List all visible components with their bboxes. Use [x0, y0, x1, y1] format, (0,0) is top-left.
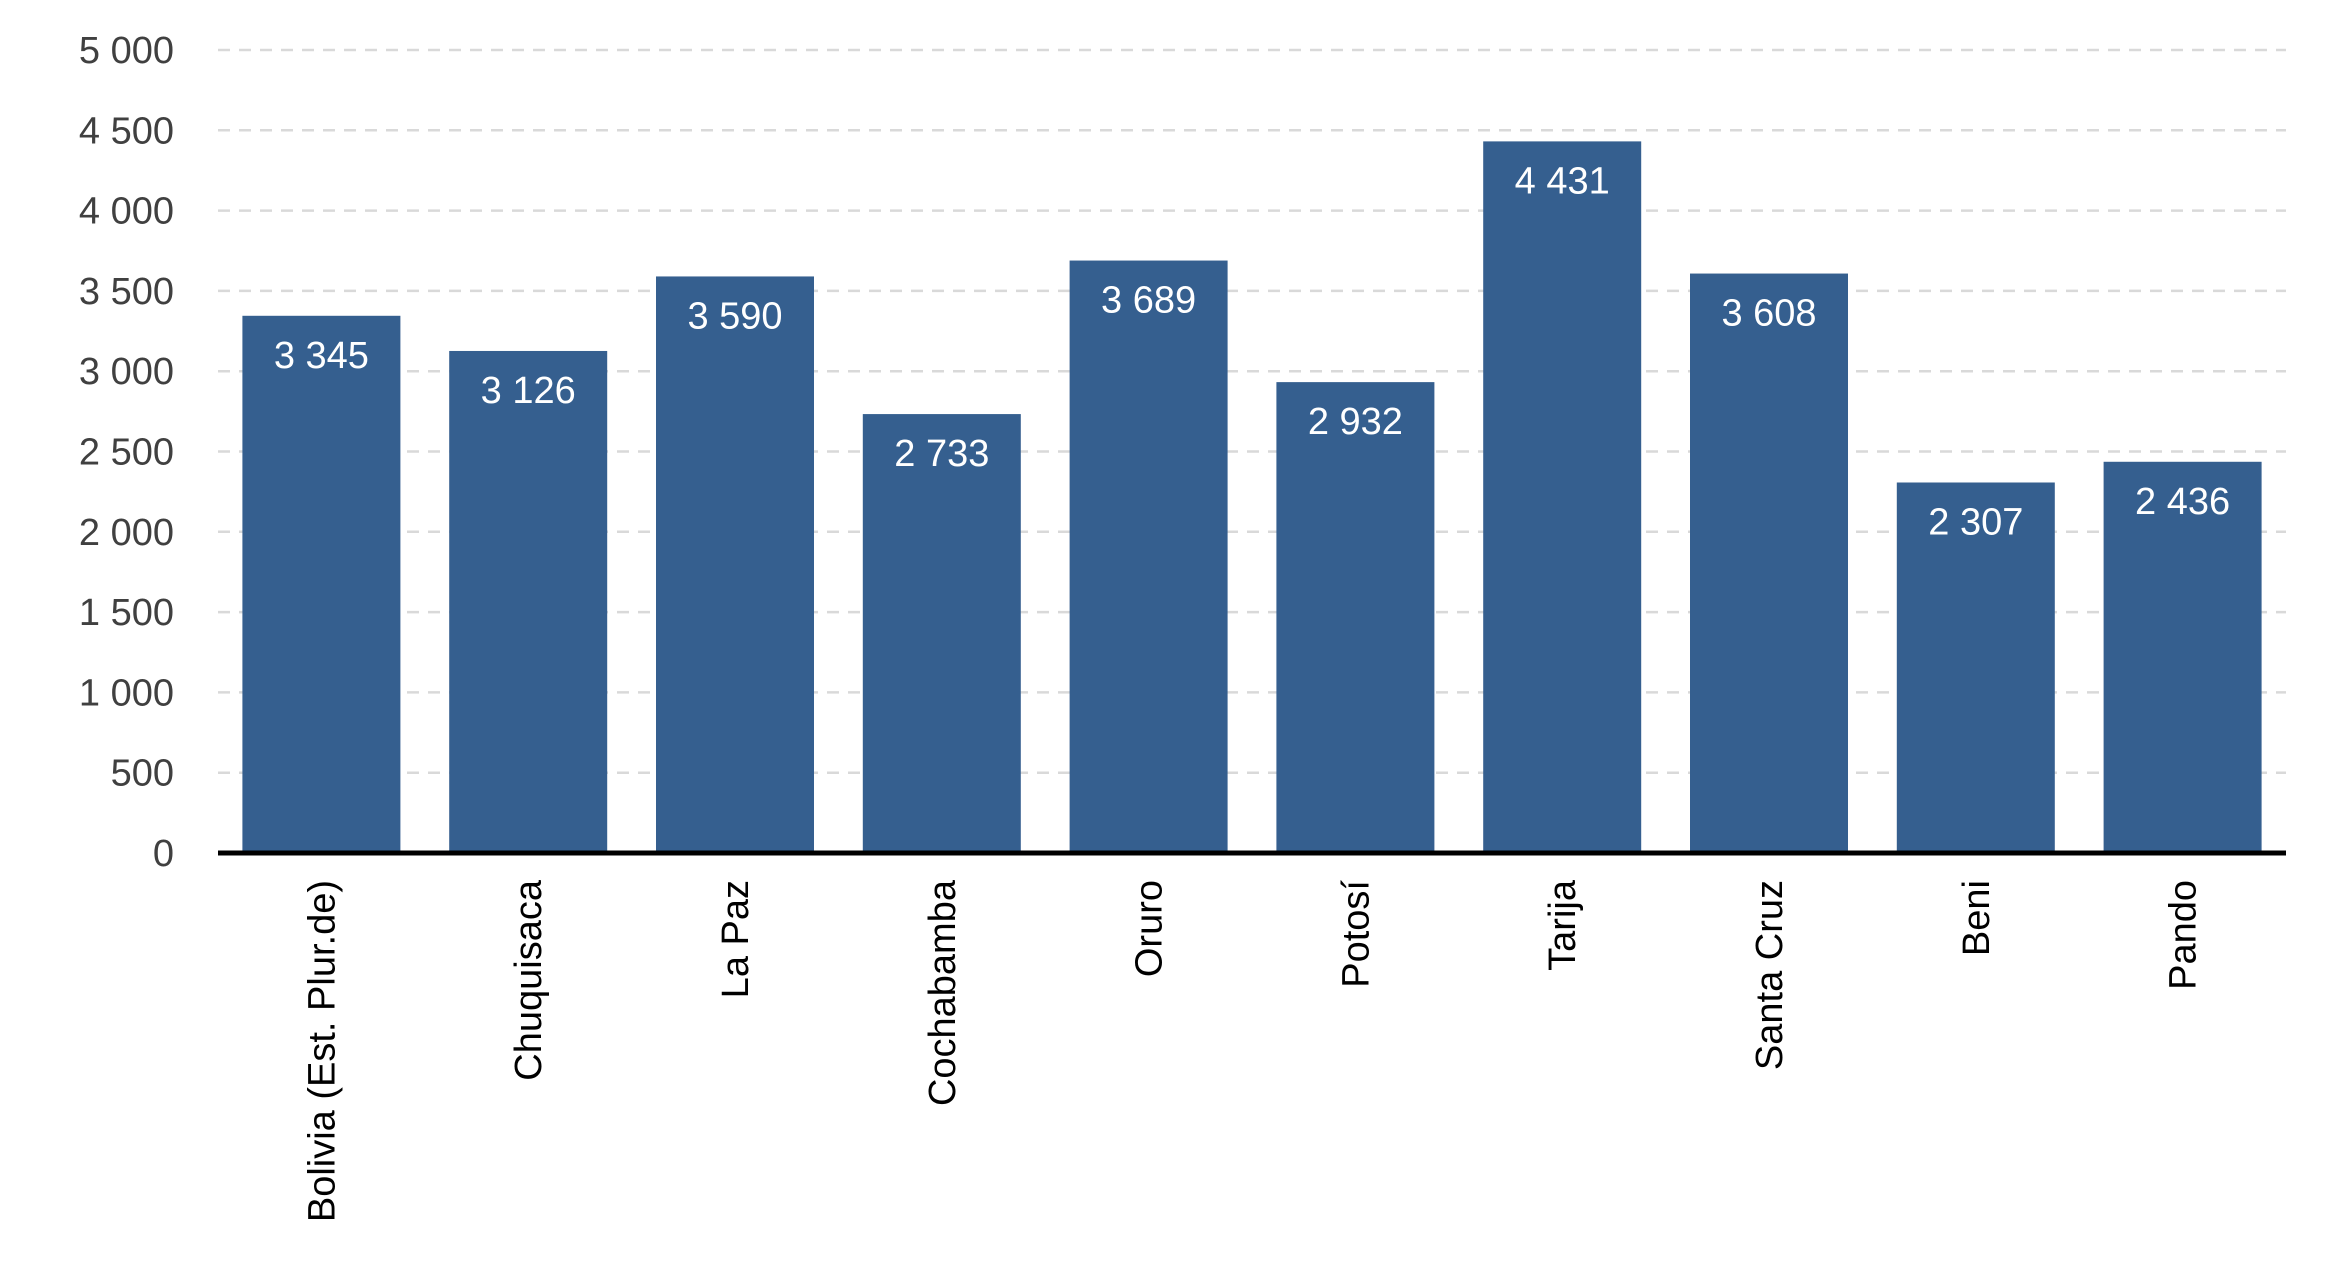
- data-label: 3 689: [1101, 280, 1196, 322]
- y-tick-label: 5 000: [79, 30, 174, 72]
- y-tick-label: 2 000: [79, 512, 174, 554]
- bar: [1483, 141, 1642, 853]
- data-label: 2 932: [1308, 401, 1403, 443]
- category-label: La Paz: [715, 880, 757, 998]
- category-label: Oruro: [1129, 880, 1171, 977]
- bar: [242, 315, 401, 854]
- y-tick-label: 2 500: [79, 432, 174, 474]
- category-label: Beni: [1956, 880, 1998, 956]
- y-tick-label: 1 000: [79, 672, 174, 714]
- bar: [1690, 273, 1848, 854]
- data-label: 2 436: [2135, 481, 2230, 523]
- bar: [1896, 482, 2055, 853]
- data-label: 2 733: [894, 433, 989, 475]
- bar: [449, 350, 608, 853]
- y-tick-label: 3 000: [79, 351, 174, 393]
- category-label: Santa Cruz: [1749, 880, 1791, 1070]
- category-label: Chuquisaca: [508, 879, 550, 1081]
- y-tick-label: 0: [153, 833, 174, 875]
- y-tick-label: 3 500: [79, 271, 174, 313]
- data-label: 3 608: [1721, 293, 1816, 335]
- data-label: 3 345: [274, 335, 369, 377]
- y-tick-label: 4 000: [79, 191, 174, 233]
- category-label: Cochabamba: [922, 879, 964, 1106]
- bar: [862, 414, 1021, 853]
- y-tick-label: 1 500: [79, 592, 174, 634]
- bar: [1069, 260, 1228, 853]
- bars: [242, 141, 2262, 854]
- bar: [1276, 382, 1435, 853]
- y-tick-label: 500: [111, 753, 174, 795]
- category-label: Tarija: [1542, 879, 1584, 971]
- labels: 0 500 1 000 1 500 2 000 2 500 3 000 3 500 4 000 4…: [79, 30, 2230, 1222]
- data-label: 3 126: [481, 370, 576, 412]
- bar: [2103, 461, 2262, 853]
- data-label: 2 307: [1928, 501, 2023, 543]
- data-label: 3 590: [687, 295, 782, 337]
- y-tick-label: 4 500: [79, 110, 174, 152]
- category-label: Pando: [2163, 880, 2205, 990]
- data-label: 4 431: [1515, 160, 1610, 202]
- category-label: Bolivia (Est. Plur.de): [301, 880, 343, 1222]
- category-label: Potosí: [1335, 880, 1377, 988]
- bar: [656, 276, 814, 853]
